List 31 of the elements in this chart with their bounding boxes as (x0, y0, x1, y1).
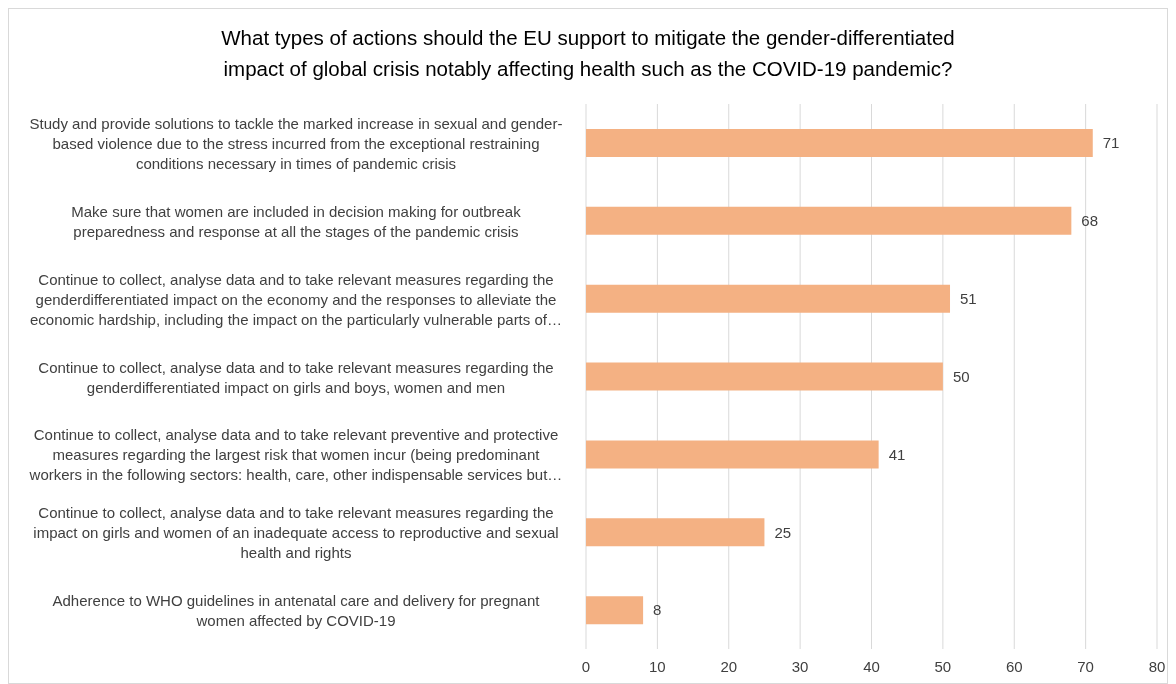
bar (586, 518, 765, 547)
chart-title: What types of actions should the EU support to mitigate the gender-differentiated impact of global crisis notably affecting health such as the COVID-19 pandemic? (220, 25, 956, 82)
bar (586, 206, 1072, 235)
bar (586, 129, 1093, 157)
x-tick-label: 40 (863, 657, 880, 675)
bar (586, 440, 879, 469)
x-tick-label: 80 (1148, 657, 1166, 675)
y-tick-label: Continue to collect, analyse data and to take relevant preventive and protective measures regarding the largest risk that women incur (being predominant workers in the following sectors: health, care, other indispensable services but… (28, 425, 563, 483)
data-label: 8 (653, 601, 662, 619)
y-tick-label: Continue to collect, analyse data and to take relevant measures regarding the impact on girls and women of an inadequate access to reproductive and sexual health and rights (33, 503, 559, 561)
data-label: 25 (774, 523, 792, 541)
bar (586, 362, 943, 391)
y-tick-label: Adherence to WHO guidelines in antenatal care and delivery for pregnant women affected by COVID-19 (52, 591, 541, 629)
x-tick-label: 50 (934, 657, 952, 675)
x-tick-label: 60 (1005, 657, 1023, 675)
x-tick-label: 10 (649, 657, 666, 675)
bar (586, 596, 644, 625)
x-tick-label: 70 (1077, 657, 1094, 675)
data-label: 50 (952, 367, 970, 385)
y-tick-label: Make sure that women are included in decision making for outbreak preparedness and response at all the stages of the pandemic crisis (71, 202, 522, 240)
bar (586, 284, 951, 313)
data-label: 68 (1081, 212, 1099, 230)
x-tick-label: 30 (791, 657, 809, 675)
y-tick-label: Study and provide solutions to tackle the marked increase in sexual and gender-based violence due to the stress incurred from the exceptional restraining conditions necessary in times of pandemic crisis (29, 114, 563, 172)
data-label: 41 (888, 445, 906, 463)
y-tick-label: Continue to collect, analyse data and to take relevant measures regarding the genderdifferentiated impact on the economy and the responses to alleviate the economic hardship, including the impact on the particularly vulnerable parts of… (30, 270, 562, 328)
x-tick-label: 20 (720, 657, 738, 675)
x-tick-label: 0 (581, 657, 591, 675)
y-tick-label: Continue to collect, analyse data and to take relevant measures regarding the genderdifferentiated impact on girls and boys, women and men (38, 358, 554, 395)
data-label: 71 (1102, 134, 1120, 152)
data-label: 51 (960, 290, 977, 308)
